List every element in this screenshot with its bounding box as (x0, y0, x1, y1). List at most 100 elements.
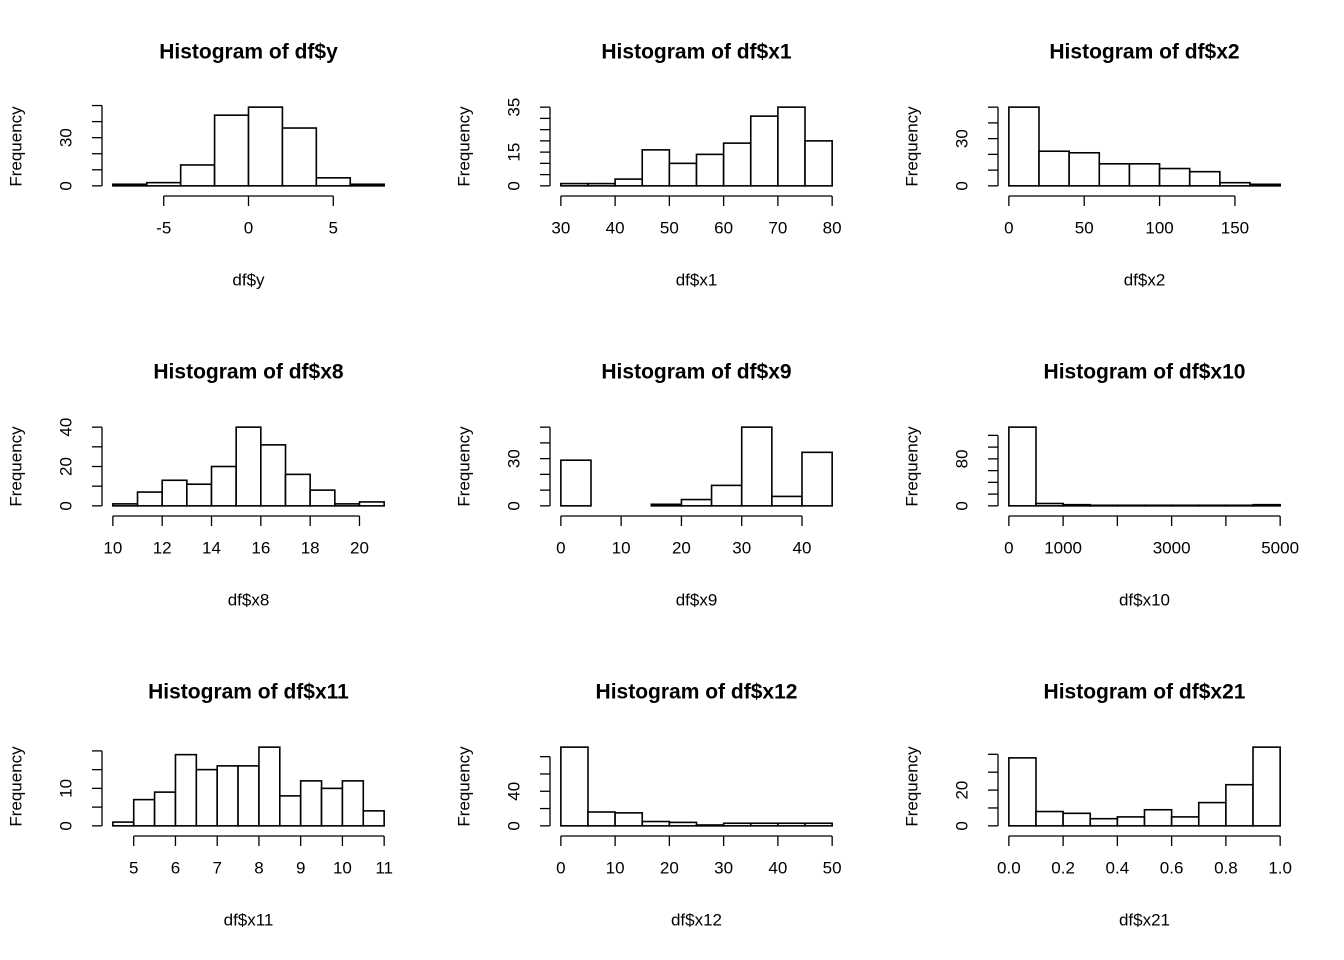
bar (1098, 163, 1131, 187)
chart-title: Histogram of df$x9 (601, 361, 791, 384)
y-tick-label: 10 (56, 779, 75, 798)
bar (587, 182, 616, 187)
bar (614, 812, 644, 827)
bar (722, 142, 752, 187)
bar (1252, 746, 1281, 827)
bar (777, 822, 806, 827)
histogram-panel: Histogram of df$x21 df$x21 Frequency 0.0 0.2… (902, 681, 1291, 930)
x-tick-label: 50 (823, 858, 842, 877)
x-tick-label: 0.0 (997, 858, 1021, 877)
y-axis-label: Frequency (454, 426, 473, 507)
x-tick-label: 3000 (1153, 538, 1191, 557)
x-axis-label: df$x10 (1119, 590, 1170, 609)
bar (695, 824, 725, 827)
y-tick-label: 0 (952, 501, 971, 510)
x-tick-label: 11 (375, 858, 393, 877)
y-axis-label: Frequency (902, 746, 921, 827)
bar (299, 780, 323, 827)
y-tick-label: 40 (504, 782, 523, 801)
y-tick-label: 0 (504, 181, 523, 190)
bar (1062, 812, 1092, 827)
chart-title: Histogram of df$x1 (601, 41, 792, 64)
x-tick-label: 0 (556, 858, 565, 877)
x-tick-label: 20 (672, 538, 691, 557)
bar (132, 798, 156, 827)
bar (1143, 504, 1173, 507)
x-tick-label: 30 (732, 538, 751, 557)
bar (749, 822, 779, 827)
x-tick-label: 5 (329, 218, 338, 237)
y-tick-label: 0 (952, 181, 971, 190)
bar (560, 459, 592, 507)
x-tick-label: 6 (171, 858, 180, 877)
y-tick-label: 0 (952, 821, 971, 830)
y-tick-label: 30 (504, 449, 523, 468)
bar (1219, 181, 1251, 187)
x-tick-label: -5 (156, 218, 171, 237)
bar (1062, 503, 1092, 507)
bar (777, 106, 806, 187)
x-tick-label: 18 (301, 538, 320, 557)
x-tick-label: 40 (793, 538, 812, 557)
bar (358, 501, 385, 507)
bar (1249, 183, 1281, 187)
bar (1158, 167, 1191, 187)
y-tick-label: 80 (952, 449, 971, 468)
bar (680, 498, 713, 507)
x-tick-label: 10 (606, 858, 625, 877)
bar (804, 822, 833, 827)
x-axis-label: df$x8 (228, 590, 270, 609)
chart-title: Histogram of df$x12 (596, 681, 798, 704)
bar (710, 484, 743, 507)
bar (281, 127, 318, 187)
x-tick-label: 50 (660, 218, 679, 237)
bar (1197, 801, 1227, 827)
bar (1089, 817, 1119, 827)
y-axis-label: Frequency (454, 106, 473, 187)
bar (1008, 757, 1037, 827)
x-tick-label: 0.6 (1160, 858, 1184, 877)
x-tick-label: 20 (350, 538, 369, 557)
bar (641, 149, 671, 187)
bar (161, 479, 188, 507)
bar (641, 820, 671, 827)
bar (247, 106, 284, 187)
bar (804, 140, 833, 187)
y-tick-label: 15 (504, 143, 523, 162)
bar (186, 483, 213, 507)
y-axis-label: Frequency (6, 426, 25, 507)
bar (341, 780, 365, 827)
bar (587, 811, 616, 827)
x-tick-label: 1000 (1044, 538, 1082, 557)
histogram-panel: Histogram of df$x11 df$x11 Frequency 5 6 7 8 9 1… (6, 681, 392, 930)
bar (1128, 163, 1161, 187)
y-axis-label: Frequency (902, 426, 921, 507)
x-axis-label: df$x21 (1119, 910, 1170, 929)
bar (216, 765, 239, 827)
bar (235, 426, 262, 507)
bar (1143, 808, 1173, 827)
bar (1225, 504, 1254, 507)
x-tick-label: 8 (254, 858, 263, 877)
chart-title: Histogram of df$x8 (153, 361, 344, 384)
bar (650, 503, 683, 507)
x-tick-label: 1.0 (1268, 858, 1292, 877)
histogram-panel: Histogram of df$x2 df$x2 Frequency 0 50 100 15… (902, 41, 1281, 289)
bar (112, 183, 148, 187)
bar (1170, 816, 1200, 827)
bar (210, 465, 237, 507)
chart-title: Histogram of df$x11 (148, 681, 349, 704)
bar (614, 178, 644, 187)
x-tick-label: 0 (1004, 538, 1013, 557)
x-axis-label: df$x9 (676, 590, 718, 609)
x-tick-label: 70 (768, 218, 787, 237)
x-tick-label: 12 (153, 538, 172, 557)
bar (112, 821, 135, 827)
bar (112, 503, 139, 507)
chart-title: Histogram of df$x2 (1049, 41, 1239, 64)
y-tick-label: 0 (504, 501, 523, 510)
bar (801, 451, 833, 507)
x-axis-label: df$x2 (1124, 270, 1166, 289)
x-tick-label: 0.4 (1106, 858, 1130, 877)
